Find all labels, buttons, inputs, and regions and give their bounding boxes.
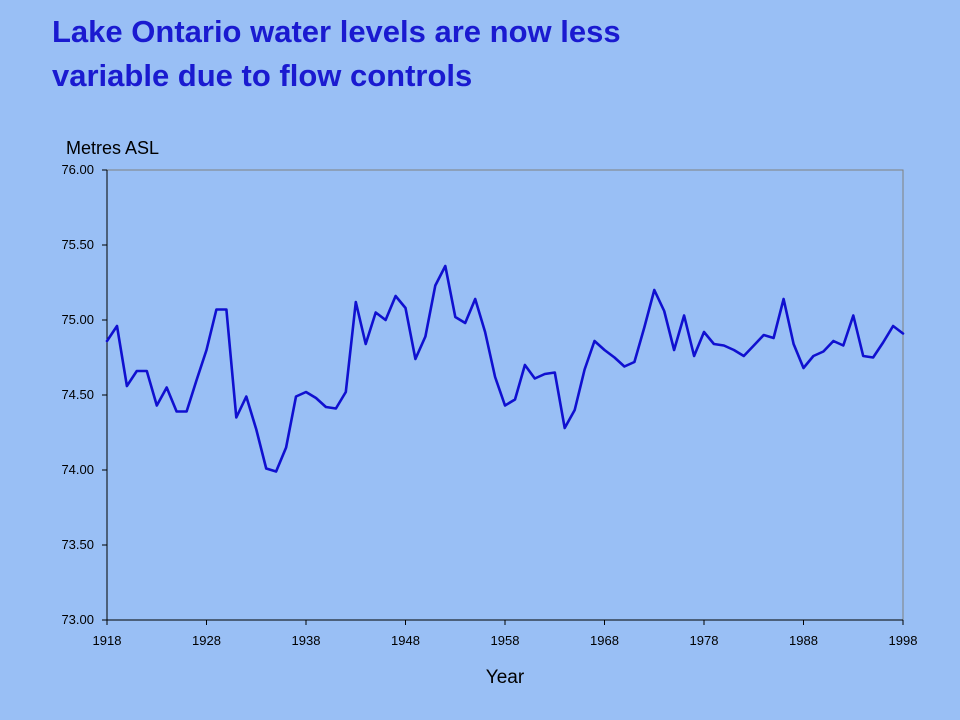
slide-title: Lake Ontario water levels are now less v… <box>52 10 912 98</box>
x-tick-label: 1958 <box>491 633 520 648</box>
x-axis: 1918 1928 1938 1948 1958 1968 1978 1988 1998 <box>93 619 918 648</box>
x-tick-label: 1938 <box>292 633 321 648</box>
y-tick-label: 73.00 <box>61 612 94 627</box>
y-tick-label: 75.50 <box>61 237 94 252</box>
x-tick-label: 1948 <box>391 633 420 648</box>
plot-area <box>106 169 904 621</box>
x-tick-label: 1918 <box>93 633 122 648</box>
slide-title-line-1: Lake Ontario water levels are now less <box>52 14 621 49</box>
x-axis-title: Year <box>486 667 525 688</box>
y-tick-label: 74.50 <box>61 387 94 402</box>
y-tick-label: 76.00 <box>61 162 94 177</box>
series-layer <box>105 264 905 473</box>
y-axis-title: Metres ASL <box>66 138 159 158</box>
y-tick-label: 74.00 <box>61 462 94 477</box>
x-tick-label: 1998 <box>889 633 918 648</box>
x-tick-label: 1968 <box>590 633 619 648</box>
x-tick-label: 1978 <box>690 633 719 648</box>
y-tick-label: 75.00 <box>61 312 94 327</box>
y-axis: 73.00 73.50 74.00 74.50 75.00 75.50 76.00 <box>61 162 108 627</box>
series-line <box>105 264 905 473</box>
x-tick-label: 1928 <box>192 633 221 648</box>
y-tick-label: 73.50 <box>61 537 94 552</box>
slide-title-line-2: variable due to flow controls <box>52 58 473 93</box>
x-tick-label: 1988 <box>789 633 818 648</box>
